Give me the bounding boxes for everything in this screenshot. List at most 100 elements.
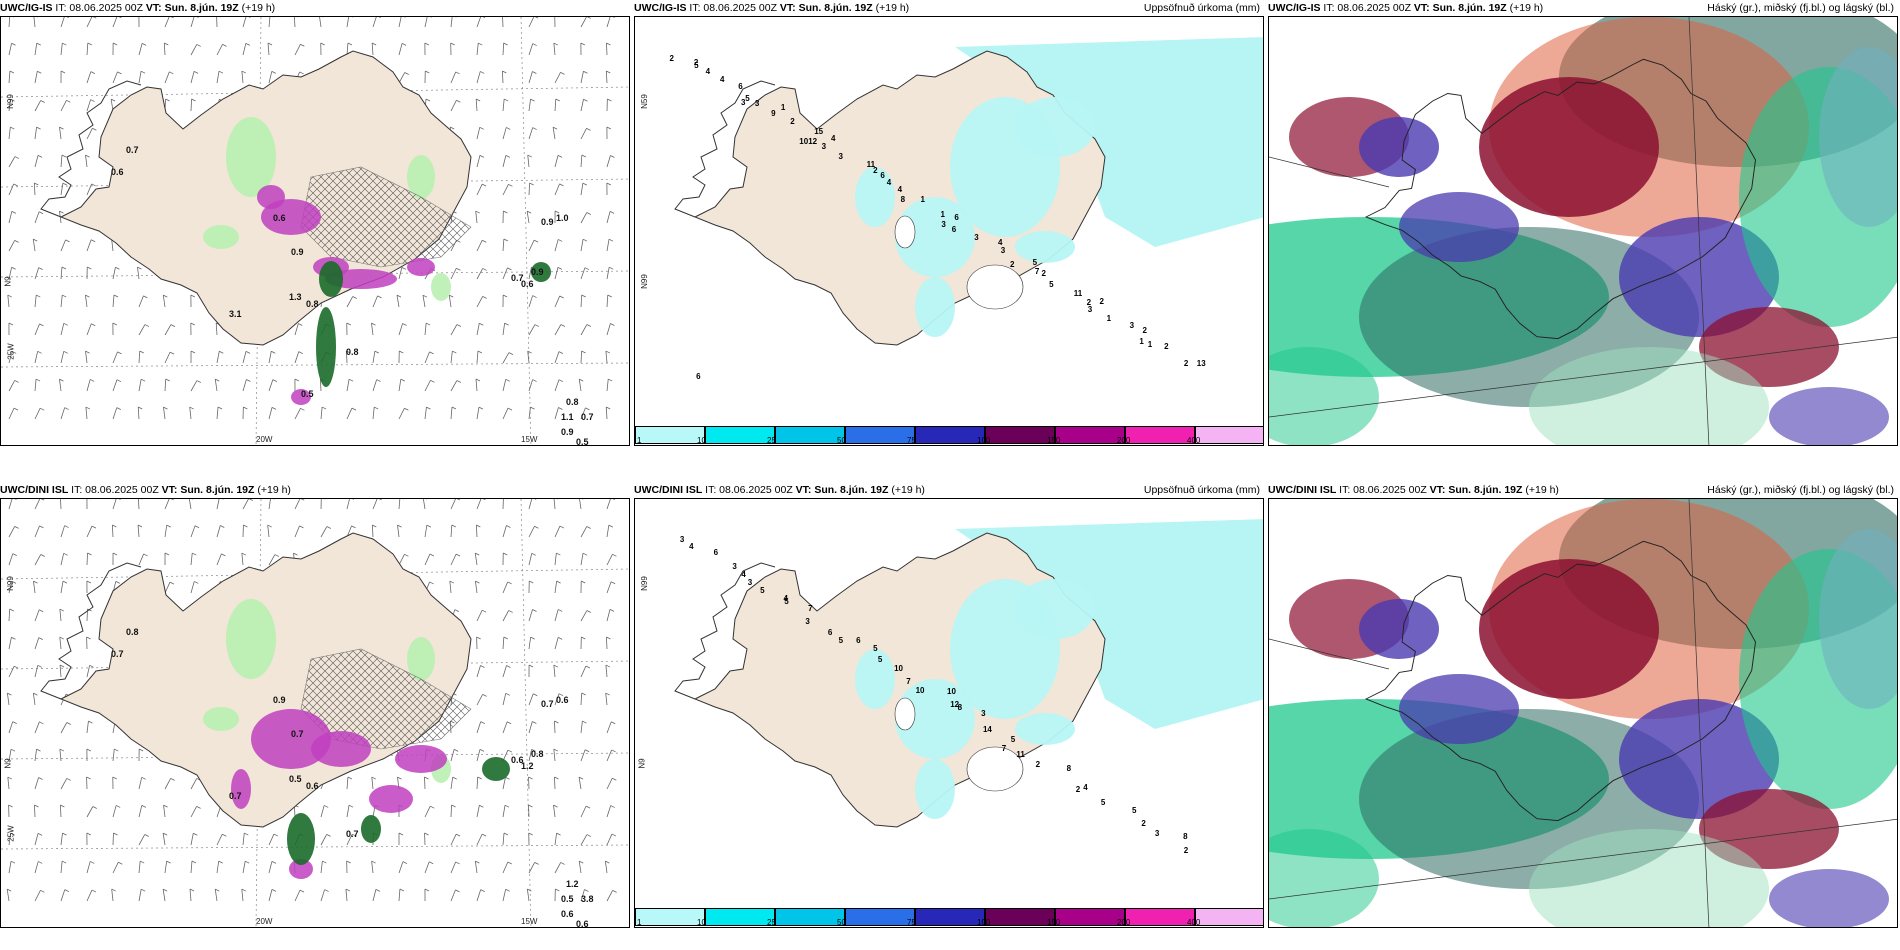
wind-barb	[190, 294, 196, 308]
wind-barb	[112, 351, 122, 364]
wind-barb	[320, 805, 329, 818]
wind-barb	[502, 17, 507, 28]
wind-barb	[34, 609, 44, 622]
wind-barb	[450, 350, 457, 364]
precip-value-label: 7	[906, 676, 911, 686]
precip-patch	[226, 599, 276, 679]
colorbar-tick: 25	[767, 436, 776, 445]
wind-barb	[476, 749, 485, 762]
precip-value-label: 12	[950, 699, 960, 709]
convective-cell	[369, 785, 413, 813]
panel-header: UWC/DINI ISL IT: 08.06.2025 00Z VT: Sun.…	[634, 482, 1264, 502]
precip-value-label: 8	[957, 702, 963, 712]
convective-cell	[289, 859, 313, 879]
wind-barb	[606, 378, 613, 392]
precip-value-label: 6	[827, 627, 833, 637]
wind-barb	[8, 748, 16, 762]
wind-barb	[8, 499, 17, 510]
wind-barb	[190, 350, 196, 364]
wind-barb	[34, 499, 45, 510]
wind-barb	[216, 17, 221, 28]
wind-barb	[398, 553, 409, 566]
precip-value-label: 6	[954, 213, 959, 223]
colorbar-swatch	[705, 908, 775, 926]
wind-value-label: 0.7	[111, 649, 124, 659]
precip-value-label: 3	[1129, 320, 1135, 330]
precip-value-label: 4	[705, 67, 711, 77]
wind-barb	[580, 267, 590, 280]
wind-barb	[190, 98, 196, 112]
wind-barb	[424, 322, 431, 336]
precip-value-label: 10	[894, 663, 903, 673]
precip-value-label: 1	[1147, 340, 1153, 350]
wind-barb	[554, 888, 560, 902]
colorbar-tick: 400	[1187, 918, 1201, 927]
coastline	[674, 80, 776, 218]
wind-barb	[476, 268, 487, 280]
wind-barb	[138, 553, 148, 566]
wind-barb	[85, 294, 90, 308]
cloud-layer	[1399, 192, 1519, 262]
wind-barb	[554, 379, 564, 392]
wind-barb	[606, 553, 617, 566]
wind-barb	[580, 889, 589, 902]
colorbar-tick: 50	[837, 918, 846, 927]
wind-barb	[7, 776, 13, 790]
wind-barb	[216, 525, 225, 538]
wind-barb	[8, 42, 16, 56]
colorbar-swatch	[1125, 426, 1195, 444]
wind-barb	[475, 580, 480, 594]
valid-time: VT: Sun. 8.jún. 19Z	[779, 2, 873, 14]
wind-barb	[33, 182, 39, 196]
wind-barb	[346, 17, 354, 28]
precip-area	[1015, 713, 1075, 745]
wind-barb	[86, 525, 97, 538]
wind-barb	[320, 860, 327, 874]
wind-barb	[528, 664, 534, 678]
wind-barb	[528, 71, 537, 84]
lead-time: (+19 h)	[1509, 2, 1544, 14]
wind-barb	[294, 407, 305, 420]
wind-barb	[606, 211, 615, 224]
precip-value-label: 2	[693, 58, 699, 68]
wind-barb	[8, 183, 18, 196]
precip-value-label: 5	[745, 94, 750, 104]
wind-barb	[60, 154, 67, 168]
wind-barb	[8, 70, 15, 84]
wind-barb	[34, 126, 41, 140]
colorbar-tick: 10	[697, 918, 706, 927]
wind-barb	[112, 42, 118, 56]
wind-barb	[476, 833, 487, 846]
wind-barb	[112, 294, 119, 308]
wind-barb	[34, 42, 41, 56]
wind-barb	[34, 267, 43, 280]
graticule-line	[1, 844, 629, 850]
wind-barb	[60, 239, 70, 252]
precip-value-label: 1	[1139, 337, 1144, 347]
wind-barb	[552, 126, 558, 140]
wind-barb	[60, 860, 67, 874]
wind-barb	[502, 721, 512, 734]
wind-barb	[476, 239, 487, 252]
wind-barb	[86, 127, 97, 140]
wind-barb	[59, 636, 64, 650]
precip-value-label: 11	[866, 159, 876, 169]
wind-barb	[528, 127, 537, 140]
precip-value-label: 4	[1083, 783, 1088, 793]
precip-value-label: 8	[1183, 832, 1188, 842]
wind-value-label: 0.5	[301, 389, 314, 399]
wind-barb	[528, 552, 536, 566]
wind-barb	[476, 499, 486, 510]
wind-barb	[216, 406, 223, 420]
wind-barb	[267, 524, 272, 538]
wind-barb	[86, 748, 92, 762]
wind-barb	[112, 379, 122, 392]
lat-label: N99	[639, 576, 649, 591]
wind-barb	[604, 860, 610, 874]
wind-map-svg	[1, 499, 629, 927]
wind-barb	[502, 888, 510, 902]
wind-barb	[60, 552, 68, 566]
wind-barb	[86, 379, 95, 392]
colorbar-tick: 100	[977, 918, 991, 927]
precip-area	[855, 649, 895, 709]
